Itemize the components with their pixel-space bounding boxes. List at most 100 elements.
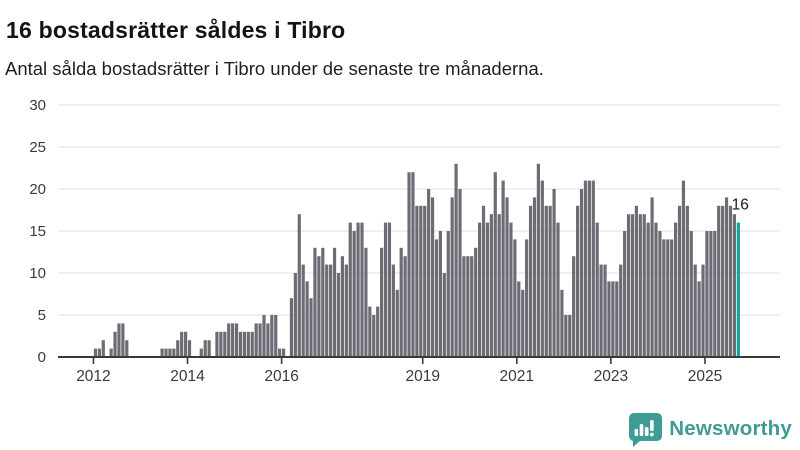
x-axis-year-label: 2025	[688, 368, 722, 385]
bar	[670, 239, 674, 357]
last-value-label: 16	[732, 197, 749, 214]
bar	[572, 256, 576, 357]
bar	[732, 214, 736, 357]
bar	[603, 264, 607, 357]
bar	[297, 214, 301, 357]
chart-title: 16 bostadsrätter såldes i Tibro	[6, 17, 346, 44]
bar	[219, 331, 223, 357]
bar	[568, 315, 572, 357]
bar	[638, 214, 642, 357]
bar	[505, 197, 509, 357]
bar	[376, 306, 380, 357]
bar	[615, 281, 619, 357]
bar	[395, 289, 399, 357]
bar	[427, 189, 431, 357]
bar	[513, 239, 517, 357]
bar	[595, 222, 599, 357]
bar	[368, 306, 372, 357]
bar	[274, 315, 278, 357]
bar	[246, 331, 250, 357]
newsworthy-wordmark: Newsworthy	[669, 417, 792, 440]
bar	[701, 264, 705, 357]
bar	[180, 331, 184, 357]
bar	[662, 239, 666, 357]
bar	[623, 231, 627, 357]
bar	[552, 189, 556, 357]
bar	[697, 281, 701, 357]
newsworthy-logo[interactable]: Newsworthy	[626, 411, 792, 447]
bar	[329, 264, 333, 357]
bar	[184, 331, 188, 357]
bar	[540, 180, 544, 357]
bar	[231, 323, 235, 357]
bar	[336, 273, 341, 357]
bar	[474, 247, 478, 357]
bar	[419, 205, 423, 357]
bar	[360, 222, 364, 357]
bar	[305, 281, 309, 357]
exclamation-bar	[650, 420, 654, 431]
bar	[462, 256, 466, 357]
bar	[282, 348, 286, 357]
bar	[501, 180, 505, 357]
bar	[254, 323, 258, 357]
bar	[536, 163, 540, 357]
bar	[168, 348, 172, 357]
x-axis-year-label: 2014	[170, 368, 205, 385]
exclamation-dot	[650, 432, 654, 437]
bar	[113, 331, 117, 357]
bar	[666, 239, 670, 357]
bar	[289, 298, 294, 357]
x-axis-year-label: 2019	[405, 368, 439, 385]
bar	[521, 289, 525, 357]
x-axis-year-label: 2023	[594, 368, 628, 385]
bar	[446, 231, 450, 357]
y-axis-label: 10	[29, 265, 46, 282]
bar	[380, 247, 384, 357]
bar	[634, 205, 638, 357]
bar	[579, 189, 584, 357]
bar	[481, 205, 486, 357]
bar	[556, 222, 560, 357]
bar	[611, 281, 615, 357]
bar	[450, 197, 454, 357]
bar	[176, 340, 180, 357]
bar	[693, 264, 697, 357]
bar	[348, 222, 352, 357]
bar	[681, 180, 686, 357]
bar	[415, 205, 419, 357]
bar	[685, 205, 689, 357]
bar	[485, 222, 490, 357]
bar	[442, 273, 446, 357]
y-axis-label: 30	[29, 97, 46, 114]
bar	[630, 214, 635, 357]
y-axis-label: 5	[38, 307, 46, 324]
bar	[470, 256, 474, 357]
bar	[548, 205, 552, 357]
bar	[372, 315, 376, 357]
bar	[344, 264, 348, 357]
bar	[187, 340, 192, 357]
bar	[352, 231, 356, 357]
bar	[203, 340, 207, 357]
x-axis-year-label: 2016	[264, 368, 298, 385]
bar	[238, 331, 243, 357]
bar	[544, 205, 548, 357]
bar	[674, 222, 678, 357]
bar	[658, 231, 662, 357]
bar	[591, 180, 595, 357]
bar	[172, 348, 176, 357]
bar	[423, 205, 427, 357]
bar	[497, 214, 501, 357]
bar	[164, 348, 168, 357]
bar	[626, 214, 631, 357]
bar	[466, 256, 470, 357]
y-axis-label: 25	[29, 139, 46, 156]
bar	[438, 231, 442, 357]
bar	[650, 197, 654, 357]
bar	[528, 205, 533, 357]
y-axis-label: 15	[29, 223, 46, 240]
bar	[97, 348, 101, 357]
bar	[705, 231, 709, 357]
